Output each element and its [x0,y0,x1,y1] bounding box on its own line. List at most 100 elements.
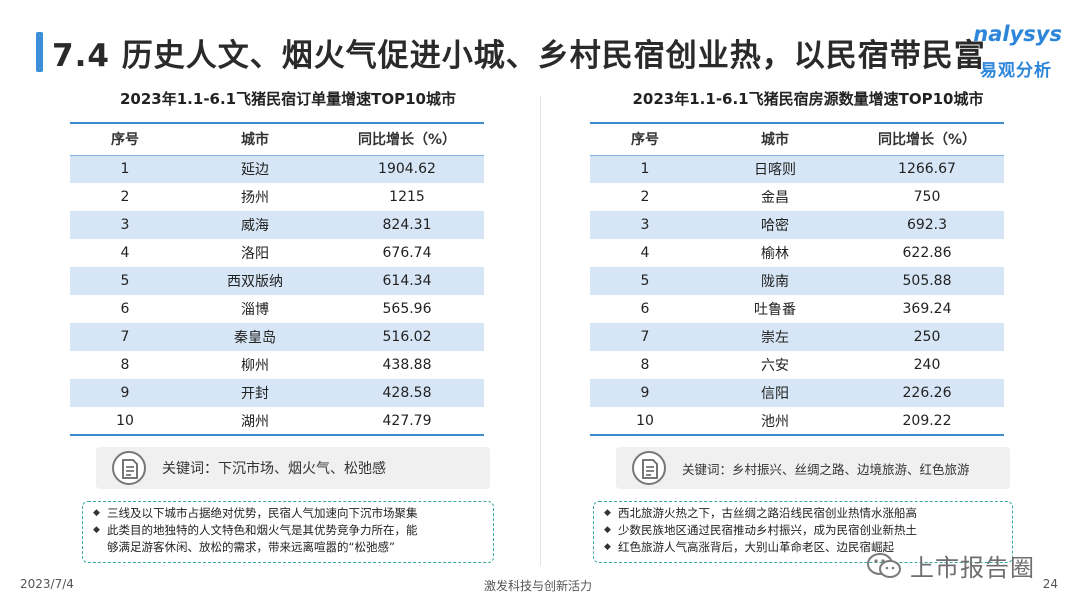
cell-rank: 1 [70,155,180,183]
cell-city: 开封 [180,379,330,407]
col-header-rank: 序号 [70,122,180,156]
cell-city: 延边 [180,155,330,183]
cell-growth: 516.02 [330,323,484,351]
cell-growth: 565.96 [330,295,484,323]
table-row: 6 吐鲁番 369.24 [590,295,1004,323]
cell-growth: 505.88 [850,267,1004,295]
cell-growth: 750 [850,183,1004,211]
cell-city: 扬州 [180,183,330,211]
listing-growth-panel: 2023年1.1-6.1飞猪民宿房源数量增速TOP10城市 序号 城市 同比增长… [578,86,1038,436]
table-header-row: 序号 城市 同比增长（%） [590,122,1004,156]
order-keywords-text: 关键词：下沉市场、烟火气、松弛感 [162,461,386,477]
cell-growth: 209.22 [850,407,1004,436]
cell-city: 日喀则 [700,155,850,183]
document-icon [112,451,146,485]
cell-growth: 1215 [330,183,484,211]
cell-city: 淄博 [180,295,330,323]
title-accent-bar [36,32,43,72]
cell-rank: 9 [590,379,700,407]
wechat-icon [866,552,902,580]
cell-city: 洛阳 [180,239,330,267]
cell-growth: 1266.67 [850,155,1004,183]
cell-city: 六安 [700,351,850,379]
table-row: 5 西双版纳 614.34 [70,267,484,295]
listing-notes-box: 西北旅游火热之下，古丝绸之路沿线民宿创业热情水涨船高 少数民族地区通过民宿推动乡… [593,501,1013,563]
note-item: 少数民族地区通过民宿推动乡村振兴，成为民宿创业新热土 [604,522,1002,539]
cell-growth: 428.58 [330,379,484,407]
cell-city: 哈密 [700,211,850,239]
cell-rank: 7 [70,323,180,351]
table-row: 4 榆林 622.86 [590,239,1004,267]
table-header-row: 序号 城市 同比增长（%） [70,122,484,156]
table-row: 5 陇南 505.88 [590,267,1004,295]
table-row: 1 延边 1904.62 [70,155,484,183]
cell-rank: 5 [70,267,180,295]
order-growth-panel: 2023年1.1-6.1飞猪民宿订单量增速TOP10城市 序号 城市 同比增长（… [58,86,518,436]
table-row: 7 秦皇岛 516.02 [70,323,484,351]
cell-growth: 692.3 [850,211,1004,239]
table-row: 4 洛阳 676.74 [70,239,484,267]
logo-text-en: nalysys [973,22,1062,46]
order-growth-table-title: 2023年1.1-6.1飞猪民宿订单量增速TOP10城市 [120,90,456,108]
page-title: 7.4 历史人文、烟火气促进小城、乡村民宿创业热，以民宿带民富 [52,38,986,74]
table-row: 3 哈密 692.3 [590,211,1004,239]
cell-city: 金昌 [700,183,850,211]
cell-rank: 5 [590,267,700,295]
cell-rank: 8 [70,351,180,379]
cell-growth: 250 [850,323,1004,351]
document-icon [632,451,666,485]
cell-city: 湖州 [180,407,330,436]
note-item-continuation: 够满足游客休闲、放松的需求，带来远离喧嚣的“松弛感” [107,540,395,554]
cell-growth: 614.34 [330,267,484,295]
note-item: 西北旅游火热之下，古丝绸之路沿线民宿创业热情水涨船高 [604,505,1002,522]
watermark-text: 上市报告圈 [910,554,1035,582]
cell-city: 崇左 [700,323,850,351]
table-row: 8 六安 240 [590,351,1004,379]
table-row: 9 信阳 226.26 [590,379,1004,407]
table-row: 2 金昌 750 [590,183,1004,211]
cell-rank: 2 [590,183,700,211]
table-row: 10 池州 209.22 [590,407,1004,436]
cell-rank: 1 [590,155,700,183]
cell-city: 威海 [180,211,330,239]
listing-keywords-text: 关键词：乡村振兴、丝绸之路、边境旅游、红色旅游 [682,462,970,477]
cell-city: 池州 [700,407,850,436]
cell-city: 吐鲁番 [700,295,850,323]
cell-rank: 6 [590,295,700,323]
table-row: 1 日喀则 1266.67 [590,155,1004,183]
cell-rank: 3 [70,211,180,239]
cell-rank: 2 [70,183,180,211]
cell-growth: 369.24 [850,295,1004,323]
analysys-logo: nalysys 易观分析 [940,22,1062,82]
cell-rank: 4 [70,239,180,267]
logo-text-cn: 易观分析 [980,61,1052,81]
listing-growth-table-title: 2023年1.1-6.1飞猪民宿房源数量增速TOP10城市 [632,90,984,108]
cell-growth: 824.31 [330,211,484,239]
cell-growth: 438.88 [330,351,484,379]
cell-rank: 4 [590,239,700,267]
table-row: 6 淄博 565.96 [70,295,484,323]
order-growth-table: 序号 城市 同比增长（%） 1 延边 1904.62 2 扬州 1215 3 威海 824.… [70,122,484,436]
cell-city: 陇南 [700,267,850,295]
cell-city: 柳州 [180,351,330,379]
note-item: 此类目的地独特的人文特色和烟火气是其优势竞争力所在，能 [93,522,483,539]
note-item: 红色旅游人气高涨背后，大别山革命老区、边民宿崛起 [604,539,1002,556]
table-row: 7 崇左 250 [590,323,1004,351]
cell-rank: 10 [590,407,700,436]
listing-keywords-box: 关键词：乡村振兴、丝绸之路、边境旅游、红色旅游 [616,447,1010,489]
order-notes-box: 三线及以下城市占据绝对优势，民宿人气加速向下沉市场聚集 此类目的地独特的人文特色… [82,501,494,563]
cell-rank: 9 [70,379,180,407]
cell-rank: 10 [70,407,180,436]
cell-rank: 8 [590,351,700,379]
table-row: 8 柳州 438.88 [70,351,484,379]
cell-rank: 3 [590,211,700,239]
table-row: 3 威海 824.31 [70,211,484,239]
table-row: 2 扬州 1215 [70,183,484,211]
table-row: 9 开封 428.58 [70,379,484,407]
cell-city: 秦皇岛 [180,323,330,351]
cell-growth: 1904.62 [330,155,484,183]
cell-rank: 7 [590,323,700,351]
cell-growth: 427.79 [330,407,484,436]
col-header-city: 城市 [700,122,850,156]
cell-rank: 6 [70,295,180,323]
